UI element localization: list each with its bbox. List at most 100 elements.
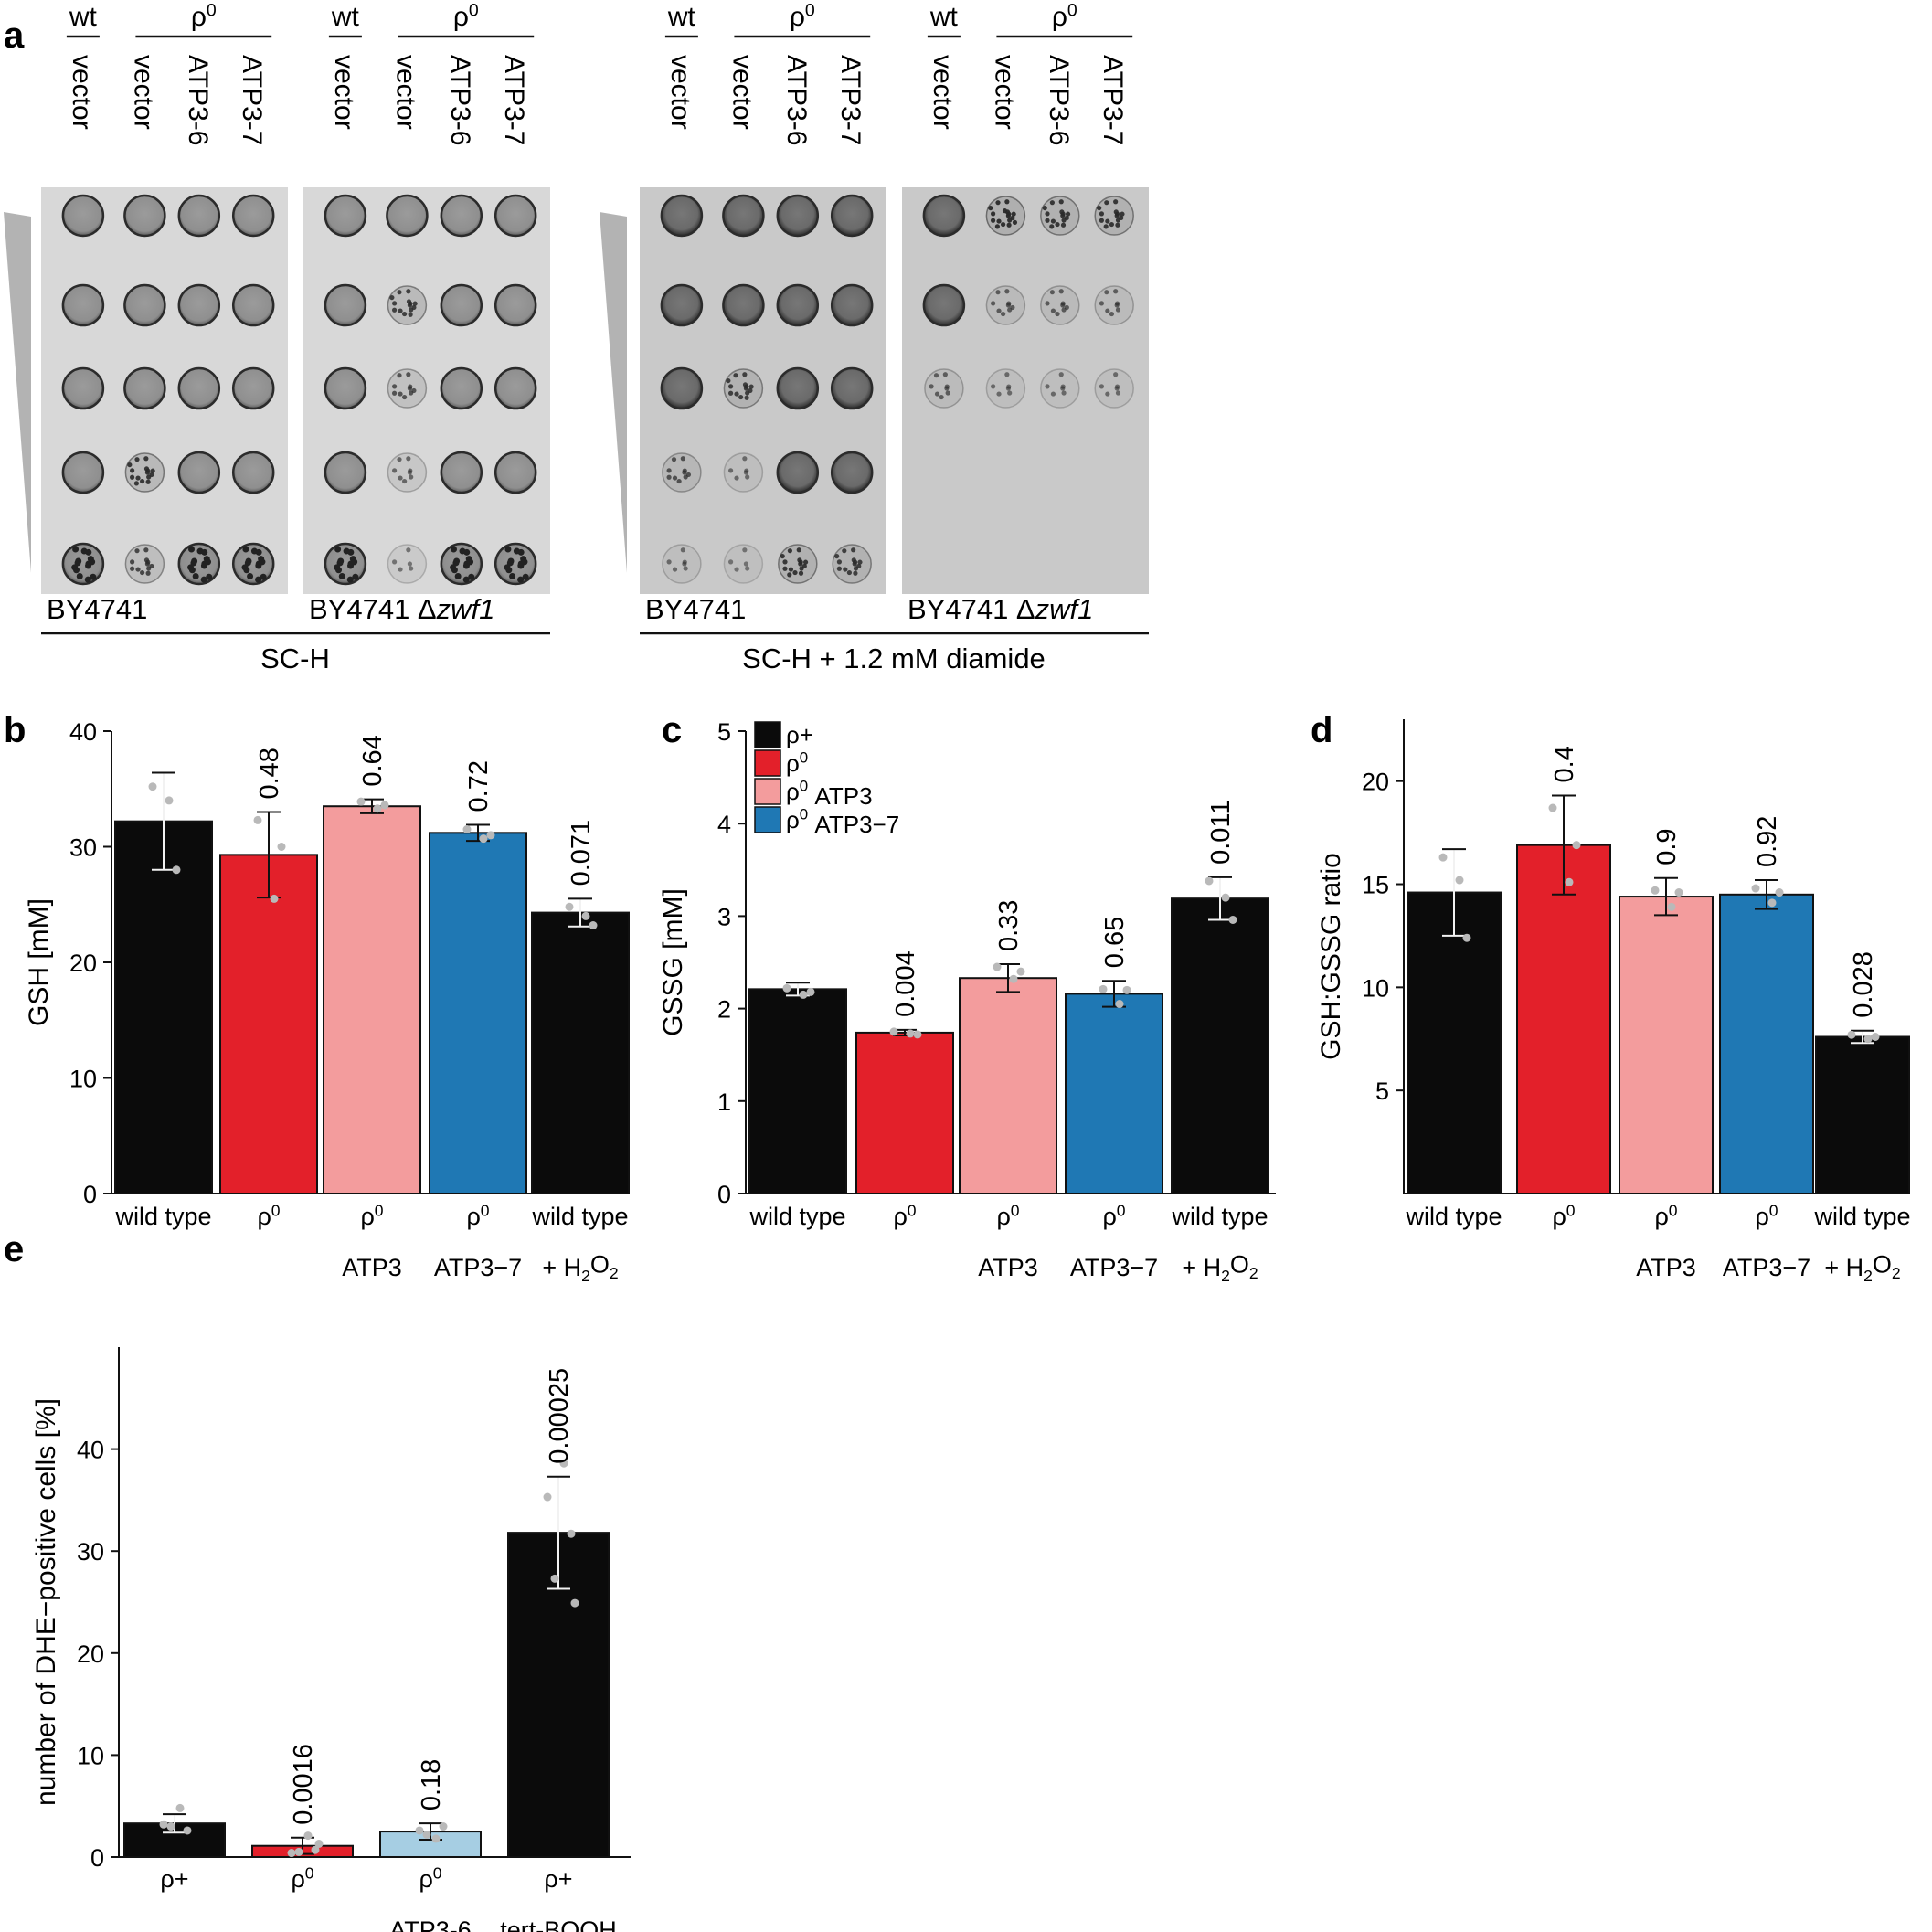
super-script: 0 (1117, 1201, 1126, 1219)
colony-dot (743, 561, 749, 567)
colony-dot (134, 457, 140, 462)
p-value-label: 0.9 (1652, 828, 1682, 865)
colony-dot (75, 557, 82, 565)
colony-dot (402, 394, 408, 400)
colony-spot (231, 366, 275, 410)
category-label: ρ0​ (291, 1863, 313, 1893)
colony-dot (836, 559, 843, 565)
p-value-label: 0.72 (464, 760, 494, 812)
category-label-line2: tert-BOOH (500, 1916, 617, 1932)
colony-spot (830, 366, 874, 410)
colony-dot (933, 373, 939, 378)
colony-dot (796, 547, 801, 553)
colony-dot (934, 391, 940, 397)
column-label: vector (67, 55, 97, 130)
strain-label: BY4741 (645, 593, 746, 625)
colony-dot (84, 576, 91, 583)
colony-spot (922, 283, 966, 327)
colony-dot (412, 301, 418, 306)
colony-dot (1001, 311, 1006, 317)
colony-dot (1105, 218, 1110, 224)
colony-spot (123, 366, 166, 410)
colony-dot (851, 547, 856, 553)
super-script: 0 (800, 778, 808, 795)
y-axis-label: GSH:GSSG ratio (1316, 853, 1346, 1060)
data-point (380, 801, 389, 810)
colony-spot (494, 194, 537, 238)
wt-label: wt (331, 2, 360, 32)
chart-c: c 0 1 2 3 4 5 GSSG [mM] wild type 0.004 ρ0​ 0.33 ρ0​… (658, 710, 1276, 1285)
colony-dot (734, 475, 739, 481)
colony-dot (1114, 384, 1120, 389)
colony-dot (1120, 211, 1125, 217)
colony-dot (676, 478, 682, 484)
colony-dot (742, 456, 748, 462)
wt-label: wt (69, 2, 98, 32)
colony-dot (260, 573, 267, 580)
colony-dot (468, 573, 475, 580)
colony-dot (939, 394, 944, 400)
data-point (1871, 1033, 1880, 1042)
faint-spot (832, 544, 872, 584)
colony-dot (1011, 211, 1016, 217)
colony-dot (682, 468, 687, 473)
category-label: ρ0​ (1102, 1201, 1125, 1230)
colony-spot (494, 283, 537, 327)
colony-dot (1064, 304, 1069, 311)
colony-dot (1104, 290, 1109, 295)
data-point (1009, 974, 1018, 983)
colony-dot (409, 566, 414, 571)
data-point (567, 1529, 576, 1538)
p-value-label: 0.65 (1100, 917, 1130, 968)
colony-dot (402, 478, 408, 484)
colony-spot (177, 366, 221, 410)
colony-dot (71, 564, 79, 571)
y-tick-label: 10 (69, 1066, 97, 1093)
colony-dot (463, 548, 471, 556)
colony-spot (324, 194, 367, 238)
colony-dot (1115, 390, 1121, 396)
colony-spot (776, 366, 820, 410)
colony-dot (1058, 289, 1064, 294)
colony-dot (247, 573, 254, 580)
column-label: ATP3-7 (499, 55, 529, 145)
colony-dot (1004, 372, 1010, 377)
colony-dot (392, 384, 398, 389)
category-label: ρ0​ (257, 1201, 280, 1230)
category-label: ρ0​ (996, 1201, 1019, 1230)
data-point (913, 1030, 922, 1039)
plate-group: wt ρ0​ vector vector ATP3-6 ATP3-7 BY4741 (640, 0, 886, 625)
category-label-line2: ATP3 (342, 1254, 402, 1281)
colony-dot (130, 559, 135, 565)
colony-dot (685, 472, 692, 478)
colony-dot (671, 457, 677, 462)
data-point (270, 894, 279, 903)
data-point (479, 834, 488, 844)
colony-dot (135, 475, 141, 481)
category-label: wild type (114, 1203, 211, 1230)
colony-dot (201, 548, 208, 556)
column-label: vector (989, 55, 1019, 130)
colony-dot (988, 205, 993, 211)
p-value-label: 0.48 (255, 748, 284, 799)
strain-gene: zwf1 (436, 593, 495, 625)
colony-dot (242, 546, 249, 553)
colony-dot (1001, 221, 1006, 228)
colony-dot (145, 570, 151, 576)
plate-background (902, 187, 1149, 594)
data-point (1548, 803, 1557, 812)
colony-dot (1059, 209, 1065, 215)
colony-dot (1050, 391, 1056, 397)
strain-label: BY4741 (47, 593, 147, 625)
colony-dot (346, 576, 354, 583)
colony-dot (1099, 218, 1104, 223)
category-label: ρ+ (160, 1865, 188, 1893)
data-point (550, 1574, 559, 1583)
colony-dot (462, 576, 470, 583)
category-label: ρ0​ (1654, 1201, 1677, 1230)
data-point (589, 921, 598, 930)
colony-spot (123, 194, 166, 238)
colony-dot (1103, 224, 1109, 229)
colony-dot (1006, 222, 1012, 228)
